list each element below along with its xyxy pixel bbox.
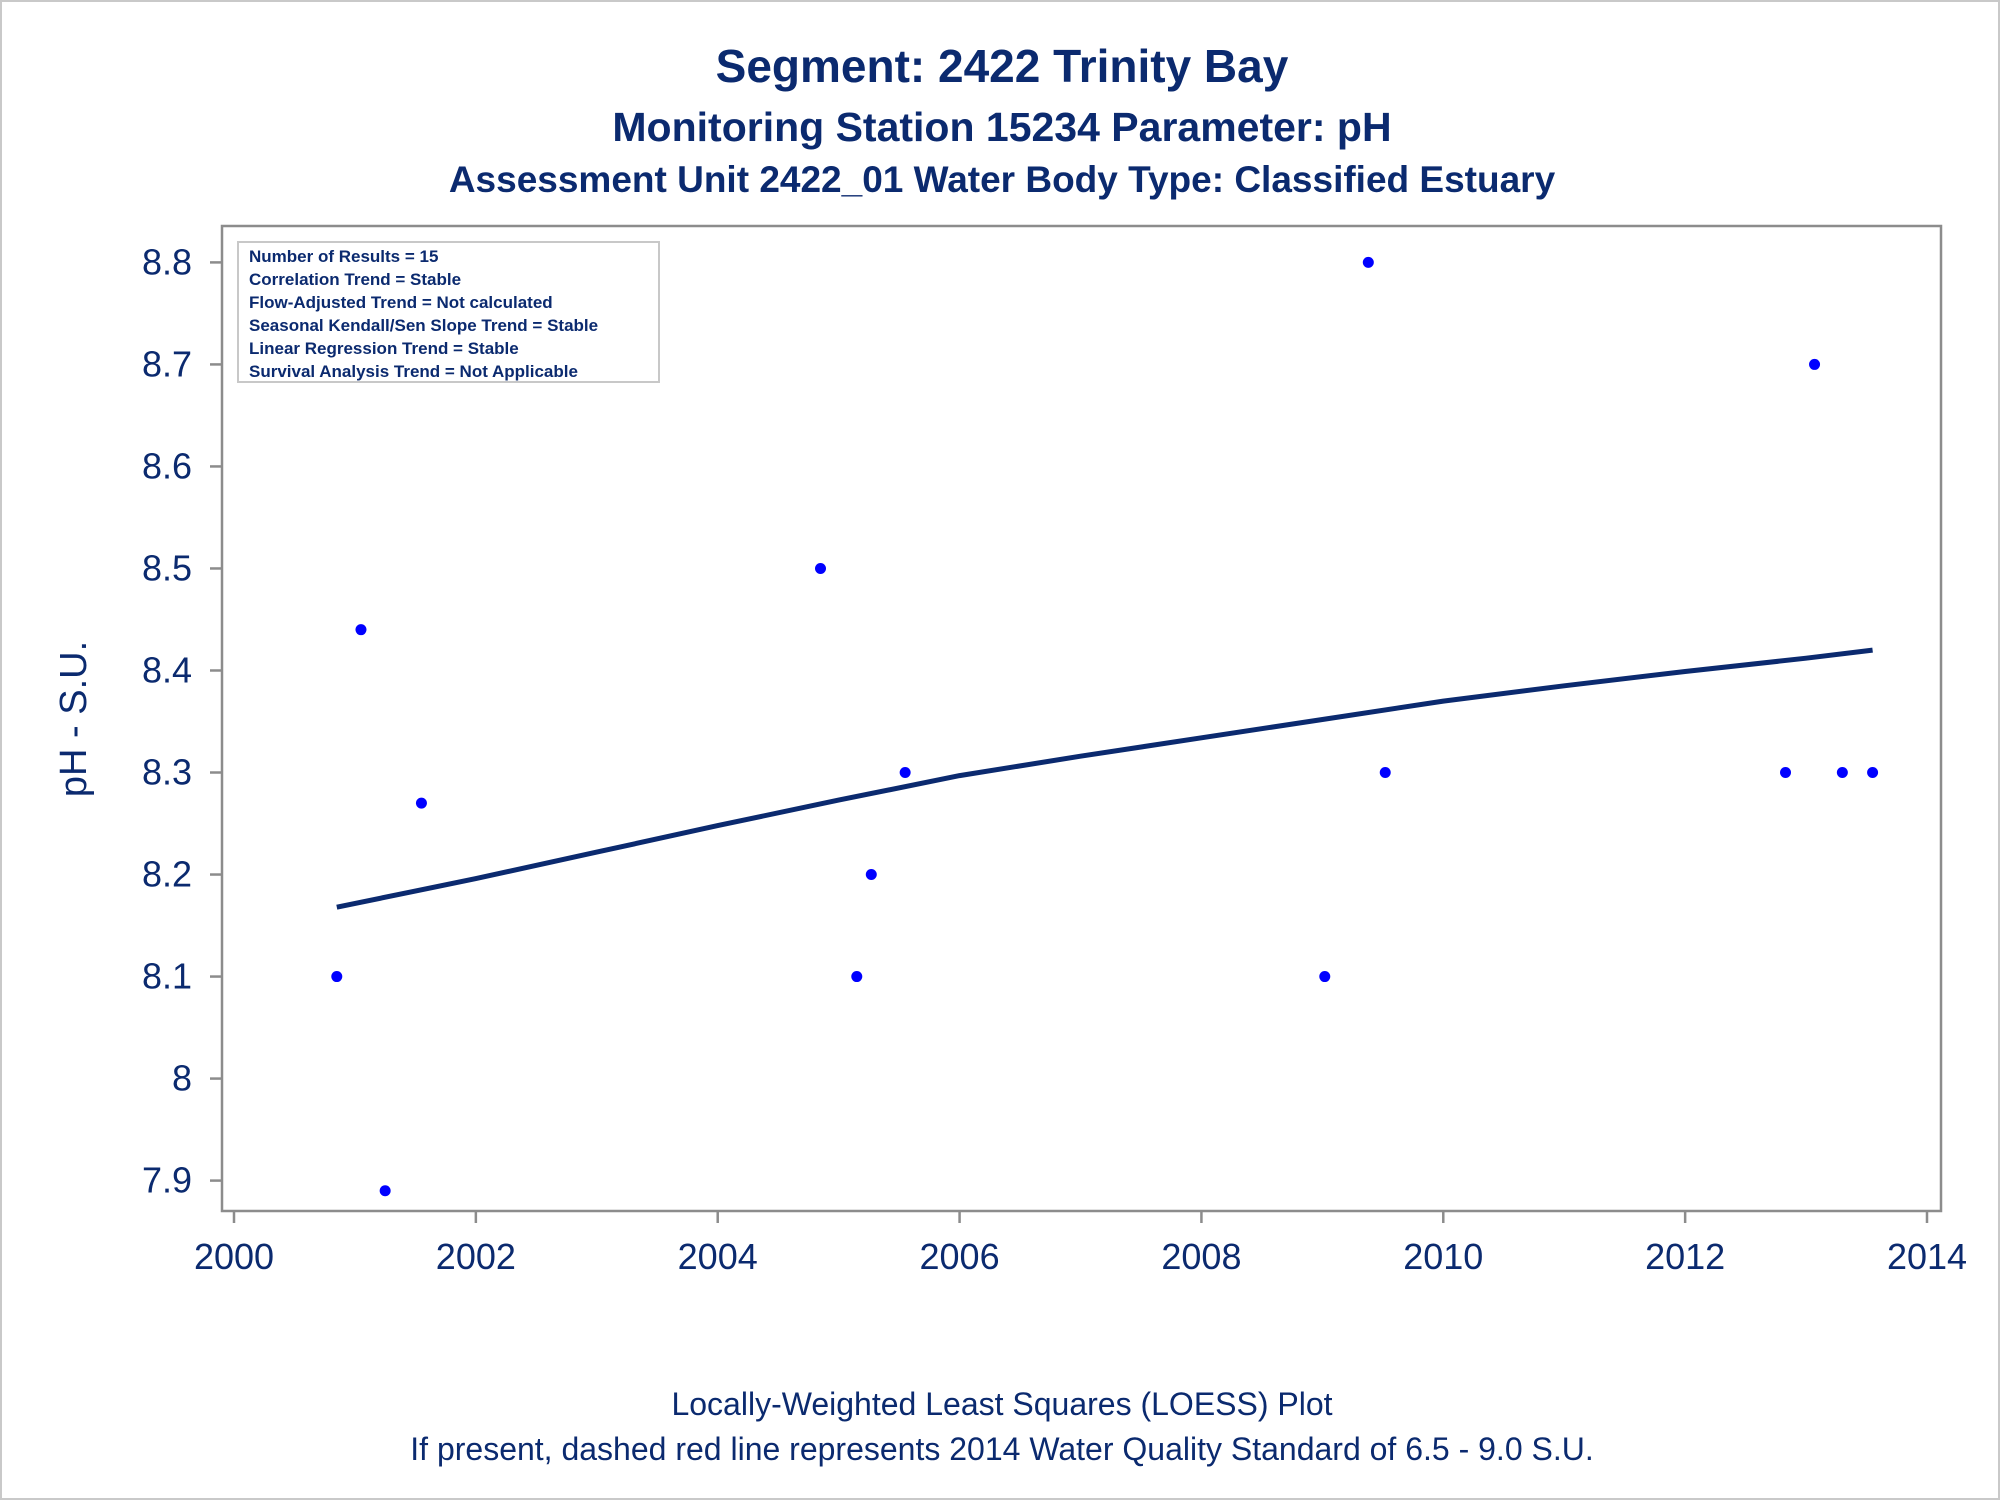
y-tick-label: 8.3 bbox=[142, 752, 192, 793]
x-tick-label: 2008 bbox=[1161, 1236, 1241, 1277]
data-point bbox=[331, 971, 343, 983]
legend-frame bbox=[237, 241, 660, 383]
y-tick-label: 7.9 bbox=[142, 1160, 192, 1201]
y-tick-label: 8.6 bbox=[142, 445, 192, 486]
data-point bbox=[865, 869, 877, 881]
legend-line: Flow-Adjusted Trend = Not calculated bbox=[249, 293, 553, 312]
y-axis: 7.9 8 8.1 8.2 8.3 8.4 8.5 8.6 8.7 8.8 bbox=[142, 241, 222, 1201]
legend-box: Number of Results = 15 Correlation Trend … bbox=[237, 241, 660, 383]
legend-line: Correlation Trend = Stable bbox=[249, 270, 461, 289]
data-point bbox=[1809, 358, 1821, 370]
chart-subtitle: Monitoring Station 15234 Parameter: pH bbox=[612, 104, 1391, 150]
data-point bbox=[815, 562, 827, 574]
y-tick-label: 8.5 bbox=[142, 547, 192, 588]
x-tick-label: 2014 bbox=[1887, 1236, 1967, 1277]
data-point bbox=[1319, 971, 1331, 983]
y-tick-label: 8 bbox=[172, 1058, 192, 1099]
data-point bbox=[415, 797, 427, 809]
x-tick-label: 2010 bbox=[1403, 1236, 1483, 1277]
plot-area-border bbox=[220, 224, 1943, 1213]
legend-lines: Number of Results = 15 Correlation Trend … bbox=[249, 247, 598, 381]
data-point bbox=[1867, 767, 1879, 779]
legend-line: Linear Regression Trend = Stable bbox=[249, 339, 519, 358]
x-axis: 2000 2002 2004 2006 2008 2010 2012 2014 bbox=[194, 1211, 1967, 1277]
y-axis-title: pH - S.U. bbox=[53, 641, 95, 797]
data-point bbox=[1379, 767, 1391, 779]
data-point bbox=[1836, 767, 1848, 779]
footnote-1: Locally-Weighted Least Squares (LOESS) P… bbox=[671, 1386, 1332, 1422]
data-point bbox=[355, 624, 367, 636]
x-tick-label: 2006 bbox=[920, 1236, 1000, 1277]
data-point bbox=[379, 1185, 391, 1197]
x-tick-label: 2002 bbox=[436, 1236, 516, 1277]
x-tick-label: 2012 bbox=[1645, 1236, 1725, 1277]
x-tick-label: 2004 bbox=[678, 1236, 758, 1277]
loess-trend-line bbox=[336, 647, 1873, 910]
y-tick-label: 8.4 bbox=[142, 649, 192, 690]
legend-line: Survival Analysis Trend = Not Applicable bbox=[249, 362, 578, 381]
series-layer bbox=[331, 256, 1879, 1197]
y-tick-label: 8.7 bbox=[142, 343, 192, 384]
chart-title: Segment: 2422 Trinity Bay bbox=[716, 40, 1289, 92]
chart-subtitle-2: Assessment Unit 2422_01 Water Body Type:… bbox=[449, 159, 1556, 200]
x-tick-label: 2000 bbox=[194, 1236, 274, 1277]
legend-line: Seasonal Kendall/Sen Slope Trend = Stabl… bbox=[249, 316, 598, 335]
data-point bbox=[1362, 256, 1374, 268]
y-tick-label: 8.2 bbox=[142, 854, 192, 895]
data-point bbox=[851, 971, 863, 983]
data-point bbox=[1780, 767, 1792, 779]
data-point bbox=[899, 767, 911, 779]
legend-line: Number of Results = 15 bbox=[249, 247, 438, 266]
y-tick-label: 8.1 bbox=[142, 956, 192, 997]
footnote-2: If present, dashed red line represents 2… bbox=[410, 1431, 1593, 1467]
y-tick-label: 8.8 bbox=[142, 241, 192, 282]
